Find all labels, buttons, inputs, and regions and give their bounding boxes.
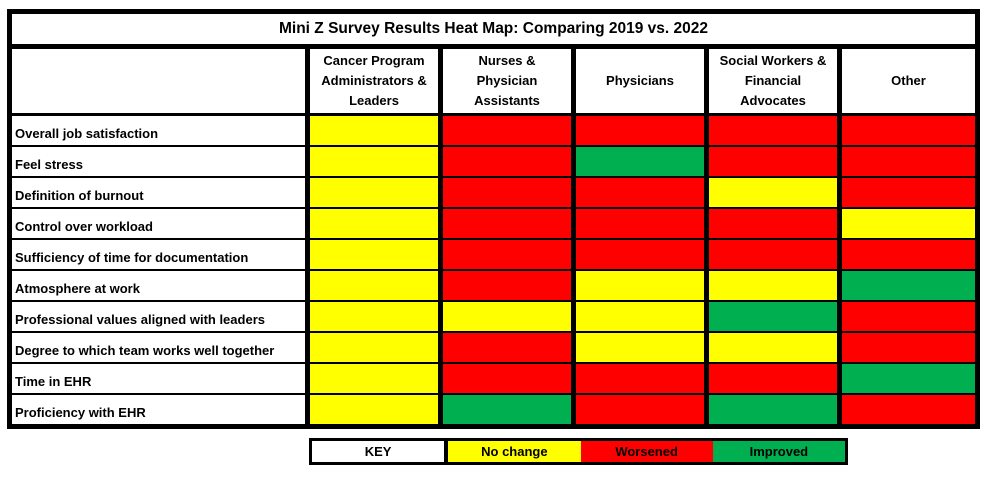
heatmap-cell (576, 147, 709, 178)
heatmap-cell (443, 364, 576, 395)
heatmap-cell (310, 209, 443, 240)
heatmap-cell (576, 364, 709, 395)
heatmap-cell (709, 271, 842, 302)
key-entry: Improved (712, 441, 845, 462)
heatmap-cell (709, 395, 842, 424)
row-label: Overall job satisfaction (12, 116, 310, 147)
heatmap-cell (310, 116, 443, 147)
key-title: KEY (312, 441, 449, 462)
row-label: Feel stress (12, 147, 310, 178)
heatmap-cell (842, 364, 975, 395)
heatmap-cell (709, 240, 842, 271)
survey-results-table: Mini Z Survey Results Heat Map: Comparin… (7, 9, 980, 429)
heatmap-cell (443, 178, 576, 209)
table-title: Mini Z Survey Results Heat Map: Comparin… (12, 14, 975, 49)
key-entry: No change (448, 441, 581, 462)
heatmap-cell (576, 209, 709, 240)
heatmap-cell (576, 271, 709, 302)
heatmap-cell (443, 240, 576, 271)
heatmap-cell (709, 333, 842, 364)
heatmap-cell (310, 395, 443, 424)
heatmap-cell (709, 209, 842, 240)
heatmap-cell (842, 333, 975, 364)
row-label: Atmosphere at work (12, 271, 310, 302)
heatmap-cell (842, 240, 975, 271)
row-label: Degree to which team works well together (12, 333, 310, 364)
heatmap-cell (576, 395, 709, 424)
heatmap-cell (709, 364, 842, 395)
heatmap-cell (443, 147, 576, 178)
heatmap-cell (310, 147, 443, 178)
heatmap-cell (709, 302, 842, 333)
heatmap-cell (842, 395, 975, 424)
column-header: Nurses & Physician Assistants (443, 49, 576, 116)
heatmap-cell (842, 209, 975, 240)
heatmap-cell (576, 302, 709, 333)
corner-cell (12, 49, 310, 116)
column-header: Cancer Program Administrators & Leaders (310, 49, 443, 116)
row-label: Professional values aligned with leaders (12, 302, 310, 333)
column-header: Other (842, 49, 975, 116)
heatmap-grid: Cancer Program Administrators & Leaders N… (12, 49, 975, 424)
heatmap-cell (443, 209, 576, 240)
heatmap-cell (310, 333, 443, 364)
key-entry: Worsened (580, 441, 713, 462)
heatmap-cell (310, 240, 443, 271)
heatmap-cell (709, 116, 842, 147)
column-header: Physicians (576, 49, 709, 116)
row-label: Control over workload (12, 209, 310, 240)
heatmap-cell (310, 178, 443, 209)
heatmap-cell (310, 364, 443, 395)
row-label: Proficiency with EHR (12, 395, 310, 424)
heatmap-cell (576, 178, 709, 209)
heatmap-cell (310, 271, 443, 302)
row-label: Sufficiency of time for documentation (12, 240, 310, 271)
heatmap-cell (709, 147, 842, 178)
heatmap-cell (842, 178, 975, 209)
heatmap-cell (443, 116, 576, 147)
heatmap-cell (842, 147, 975, 178)
heatmap-cell (842, 116, 975, 147)
heatmap-cell (709, 178, 842, 209)
heatmap-cell (842, 271, 975, 302)
row-label: Definition of burnout (12, 178, 310, 209)
heatmap-cell (443, 395, 576, 424)
heatmap-cell (310, 302, 443, 333)
heatmap-cell (443, 271, 576, 302)
heatmap-cell (576, 333, 709, 364)
column-header: Social Workers & Financial Advocates (709, 49, 842, 116)
row-label: Time in EHR (12, 364, 310, 395)
heatmap-cell (443, 302, 576, 333)
heatmap-cell (842, 302, 975, 333)
key-legend: KEY No change Worsened Improved (309, 438, 848, 465)
heatmap-cell (576, 240, 709, 271)
heatmap-cell (576, 116, 709, 147)
heatmap-cell (443, 333, 576, 364)
